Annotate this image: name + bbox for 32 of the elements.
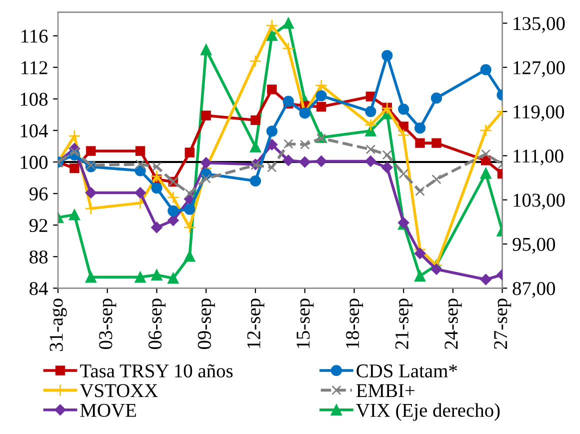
y-tick-label: 92 (29, 218, 48, 232)
x-tick-label: 15-sep (296, 298, 314, 348)
y2-tick-label: 95,00 (512, 238, 556, 254)
y-tick-label: 100 (20, 156, 48, 169)
x-tick-label: 06-sep (148, 298, 166, 349)
x-tick-label: 24-sep (444, 298, 462, 349)
y2-tick-label: 111,00 (514, 150, 564, 166)
x-tick-label: 18-sep (346, 298, 364, 348)
y2-tick-label: 87,00 (512, 282, 556, 298)
x-tick-label: 21-sep (395, 298, 412, 349)
y2-tick-label: 103,00 (514, 194, 565, 210)
y-tick-label: 104 (20, 124, 48, 138)
y-tick-label: 116 (22, 30, 48, 43)
y2-tick-label: 119,00 (514, 105, 564, 122)
x-tick-label: 12-sep (247, 298, 264, 348)
legend-label: MOVE (80, 404, 136, 417)
x-tick-label: 09-sep (198, 298, 215, 349)
legend-label: EMBI+ (356, 384, 414, 398)
y2-tick-label: 135,00 (514, 17, 565, 33)
legend-label: CDS Latam* (356, 364, 457, 378)
y-tick-label: 112 (22, 61, 48, 74)
legend-label: Tasa TRSY 10 años (80, 364, 233, 378)
legend-label: VSTOXX (80, 384, 158, 398)
x-tick-label: 03-sep (99, 298, 116, 349)
x-tick-label: 31-ago (50, 298, 67, 351)
x-tick-label: 27-sep (494, 298, 512, 349)
y-tick-label: 108 (20, 92, 48, 106)
y-tick-label: 88 (30, 250, 48, 264)
legend-label: VIX (Eje derecho) (356, 403, 500, 421)
y2-tick-label: 127,00 (514, 61, 565, 78)
y-tick-label: 96 (29, 187, 48, 200)
y-tick-label: 84 (30, 282, 48, 296)
